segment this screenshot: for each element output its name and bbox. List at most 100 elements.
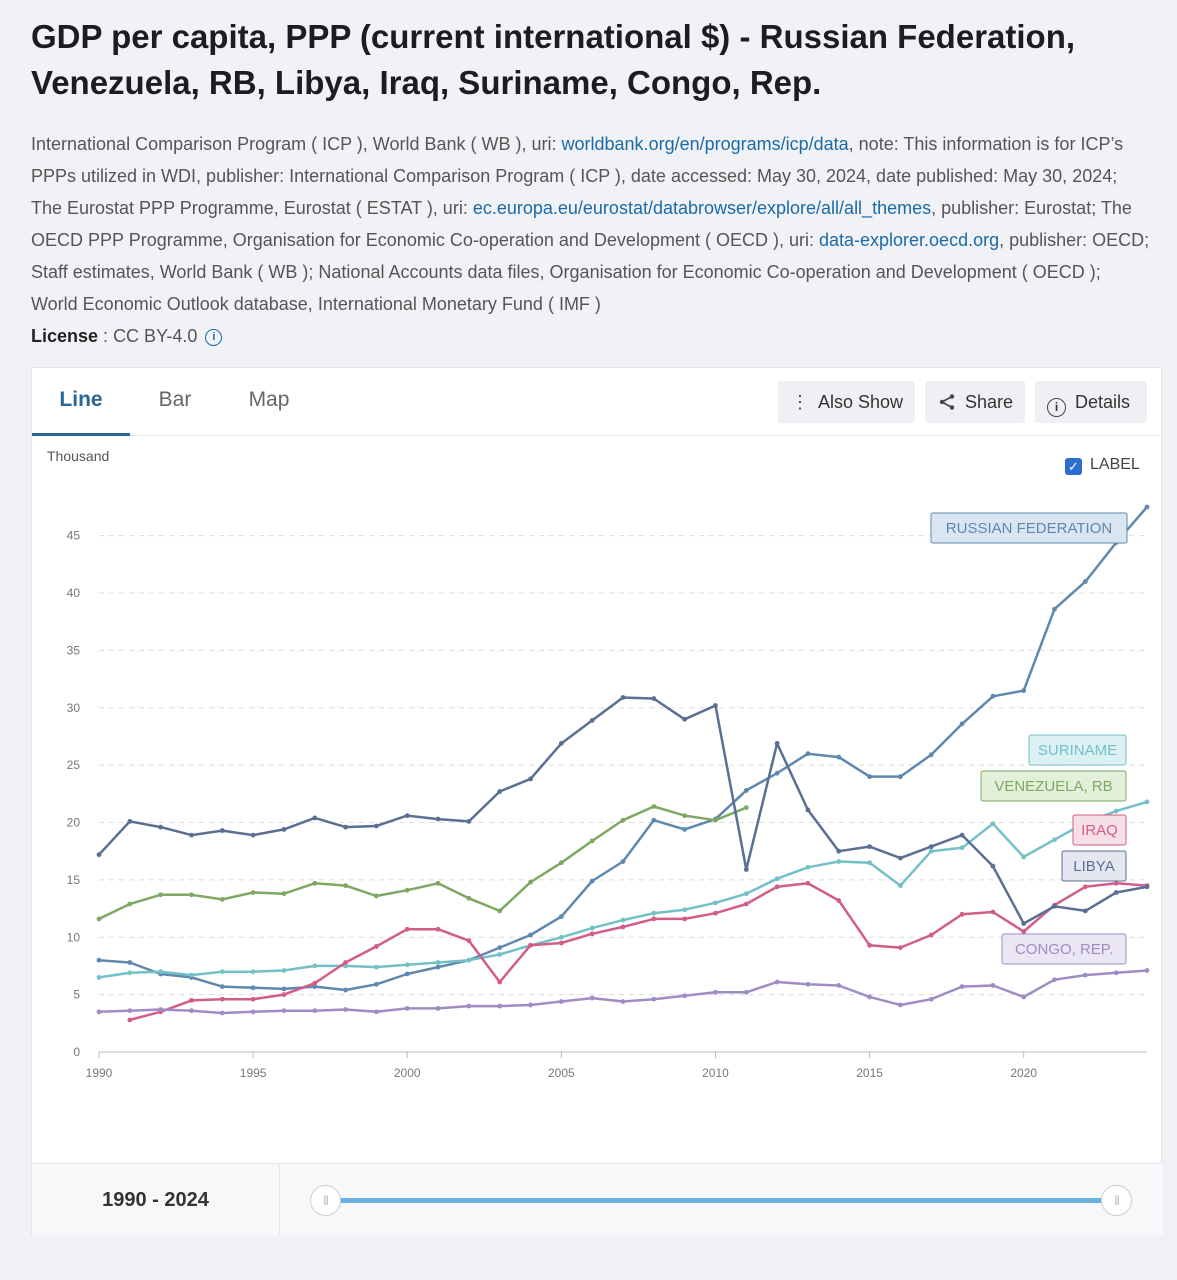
data-point-suriname bbox=[281, 968, 287, 973]
data-point-russian-federation bbox=[528, 932, 533, 938]
data-point-libya bbox=[558, 740, 564, 746]
data-point-suriname bbox=[867, 860, 872, 866]
source-link-oecd[interactable]: data-explorer.oecd.org bbox=[818, 230, 1000, 250]
x-tick-label: 1990 bbox=[86, 1066, 113, 1080]
source-link-eurostat[interactable]: ec.europa.eu/eurostat/databrowser/explor… bbox=[472, 198, 932, 218]
data-point-iraq bbox=[774, 884, 780, 890]
data-point-iraq bbox=[374, 944, 379, 949]
data-point-congo-rep bbox=[435, 1006, 441, 1011]
data-point-russian-federation bbox=[990, 693, 996, 699]
data-point-russian-federation bbox=[1021, 688, 1027, 693]
range-slider-start-handle[interactable]: ||| bbox=[310, 1185, 341, 1216]
series-label-venezuela-rb: VENEZUELA, RB bbox=[994, 778, 1112, 795]
series-label-box-libya bbox=[1061, 850, 1127, 882]
data-point-russian-federation bbox=[558, 914, 564, 920]
x-tick-label: 1995 bbox=[240, 1066, 267, 1080]
source-text: International Comparison Program ( ICP )… bbox=[31, 134, 562, 154]
data-point-iraq bbox=[713, 910, 718, 916]
data-point-libya bbox=[281, 827, 287, 832]
data-point-suriname bbox=[805, 864, 811, 870]
data-point-russian-federation bbox=[1144, 504, 1150, 510]
label-toggle[interactable]: ✓ LABEL bbox=[1065, 456, 1140, 475]
data-point-iraq bbox=[312, 980, 318, 986]
data-point-iraq bbox=[990, 909, 996, 915]
data-point-suriname bbox=[404, 962, 410, 968]
data-point-libya bbox=[713, 703, 718, 708]
source-link-worldbank[interactable]: worldbank.org/en/programs/icp/data bbox=[561, 134, 849, 154]
data-point-libya bbox=[743, 867, 749, 872]
data-point-suriname bbox=[127, 970, 133, 976]
data-point-libya bbox=[805, 807, 811, 813]
series-line-congo-rep bbox=[98, 969, 1148, 1015]
tab-map[interactable]: Map bbox=[248, 388, 290, 411]
data-point-congo-rep bbox=[836, 983, 842, 988]
data-point-iraq bbox=[836, 898, 842, 903]
y-tick-label: 45 bbox=[67, 529, 81, 543]
data-point-libya bbox=[898, 855, 903, 861]
data-point-suriname bbox=[589, 925, 595, 931]
data-point-russian-federation bbox=[250, 985, 256, 991]
data-point-venezuela-rb bbox=[435, 880, 441, 886]
data-point-libya bbox=[836, 848, 842, 854]
data-point-libya bbox=[219, 828, 225, 833]
data-point-libya bbox=[1113, 890, 1119, 895]
data-point-venezuela-rb bbox=[158, 892, 164, 898]
source-text: , publisher: OECD; Staff estimates, Worl… bbox=[31, 230, 1150, 314]
share-button[interactable]: Share bbox=[925, 381, 1025, 423]
data-point-venezuela-rb bbox=[312, 880, 318, 886]
data-point-suriname bbox=[1052, 837, 1057, 843]
data-point-suriname bbox=[1144, 799, 1150, 805]
series-line-libya bbox=[98, 696, 1148, 925]
data-point-russian-federation bbox=[682, 827, 688, 832]
data-point-congo-rep bbox=[651, 996, 657, 1002]
tab-bar[interactable]: Bar bbox=[158, 388, 192, 411]
series-label-box-venezuela-rb bbox=[980, 770, 1127, 802]
data-point-iraq bbox=[435, 926, 441, 932]
data-point-suriname bbox=[466, 957, 472, 963]
data-point-libya bbox=[651, 696, 657, 702]
license: License : CC BY-4.0 i bbox=[31, 322, 223, 350]
info-circle-icon: i bbox=[1047, 398, 1066, 417]
data-point-congo-rep bbox=[281, 1008, 287, 1014]
data-point-venezuela-rb bbox=[497, 908, 503, 914]
checkbox-checked-icon[interactable]: ✓ bbox=[1065, 458, 1082, 475]
series-line-iraq bbox=[129, 882, 1148, 1022]
x-tick-label: 2015 bbox=[856, 1066, 883, 1080]
data-point-suriname bbox=[250, 969, 256, 975]
data-point-russian-federation bbox=[1052, 606, 1057, 612]
details-button[interactable]: i Details bbox=[1035, 381, 1147, 423]
data-point-venezuela-rb bbox=[528, 879, 533, 885]
y-tick-label: 40 bbox=[67, 586, 81, 600]
data-point-russian-federation bbox=[96, 957, 102, 963]
data-point-russian-federation bbox=[651, 817, 657, 823]
data-point-libya bbox=[1021, 921, 1027, 926]
data-point-congo-rep bbox=[1052, 977, 1057, 983]
data-point-libya bbox=[127, 818, 133, 824]
data-point-congo-rep bbox=[404, 1006, 410, 1011]
series-line-venezuela-rb bbox=[98, 805, 747, 921]
data-point-congo-rep bbox=[620, 999, 626, 1004]
info-icon[interactable]: i bbox=[205, 329, 223, 346]
data-point-iraq bbox=[898, 945, 903, 950]
data-point-iraq bbox=[558, 940, 564, 946]
data-point-venezuela-rb bbox=[743, 805, 749, 811]
series-line-suriname bbox=[98, 800, 1148, 979]
data-point-congo-rep bbox=[558, 999, 564, 1004]
data-point-venezuela-rb bbox=[404, 887, 410, 893]
chart-tabs: Line Bar Map ⋮ Also Show Share i Details bbox=[32, 368, 1163, 436]
range-slider-track[interactable] bbox=[325, 1198, 1115, 1203]
series-label-libya: LIBYA bbox=[1073, 858, 1114, 875]
range-slider-end-handle[interactable]: ||| bbox=[1101, 1185, 1132, 1216]
data-point-congo-rep bbox=[713, 989, 718, 995]
also-show-button[interactable]: ⋮ Also Show bbox=[778, 381, 915, 423]
data-point-libya bbox=[867, 844, 872, 850]
data-point-venezuela-rb bbox=[96, 916, 102, 922]
data-point-suriname bbox=[497, 952, 503, 957]
data-point-russian-federation bbox=[435, 964, 441, 970]
data-point-iraq bbox=[528, 942, 533, 948]
data-point-russian-federation bbox=[127, 960, 133, 965]
tab-line[interactable]: Line bbox=[32, 368, 130, 436]
data-point-russian-federation bbox=[589, 878, 595, 884]
data-point-venezuela-rb bbox=[466, 895, 472, 901]
data-point-iraq bbox=[589, 931, 595, 937]
